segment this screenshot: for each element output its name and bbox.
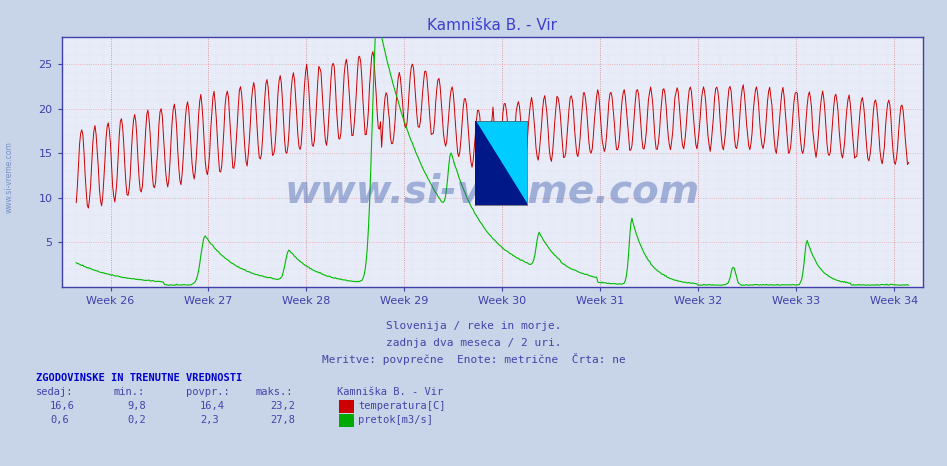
Text: zadnja dva meseca / 2 uri.: zadnja dva meseca / 2 uri. [385,338,562,348]
Text: www.si-vreme.com: www.si-vreme.com [5,141,14,213]
Title: Kamniška B. - Vir: Kamniška B. - Vir [427,18,558,34]
Text: 23,2: 23,2 [270,401,295,411]
Text: temperatura[C]: temperatura[C] [358,401,445,411]
Text: 16,4: 16,4 [200,401,224,411]
Text: www.si-vreme.com: www.si-vreme.com [285,173,700,211]
Text: 16,6: 16,6 [50,401,75,411]
Polygon shape [475,121,527,205]
Text: min.:: min.: [114,387,145,397]
Text: 2,3: 2,3 [200,415,219,425]
Polygon shape [475,121,527,205]
Text: 9,8: 9,8 [128,401,147,411]
Text: ZGODOVINSKE IN TRENUTNE VREDNOSTI: ZGODOVINSKE IN TRENUTNE VREDNOSTI [36,373,242,383]
Text: 27,8: 27,8 [270,415,295,425]
Text: 0,6: 0,6 [50,415,69,425]
Text: pretok[m3/s]: pretok[m3/s] [358,415,433,425]
Text: sedaj:: sedaj: [36,387,74,397]
Text: Meritve: povprečne  Enote: metrične  Črta: ne: Meritve: povprečne Enote: metrične Črta:… [322,354,625,365]
Text: povpr.:: povpr.: [186,387,229,397]
Text: Slovenija / reke in morje.: Slovenija / reke in morje. [385,321,562,330]
Polygon shape [502,121,527,163]
Text: Kamniška B. - Vir: Kamniška B. - Vir [337,387,443,397]
Text: 0,2: 0,2 [128,415,147,425]
Polygon shape [502,121,527,163]
Text: maks.:: maks.: [256,387,294,397]
